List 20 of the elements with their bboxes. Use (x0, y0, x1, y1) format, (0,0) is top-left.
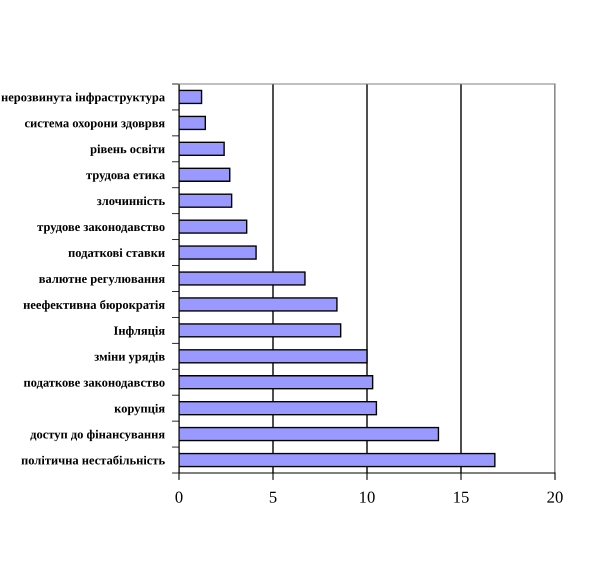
y-tick-label: податкові ставки (68, 248, 165, 260)
y-tick-label: валютне регулювання (39, 276, 165, 286)
y-tick-label: Інфляція (114, 326, 165, 338)
x-tick-label: 20 (547, 492, 563, 503)
x-tick-label: 5 (270, 492, 277, 503)
y-tick-label: податкове законодавство (24, 380, 165, 389)
y-tick-label: рівень освіти (90, 144, 165, 156)
y-tick-label: злочинність (96, 196, 165, 206)
y-tick-label: зміни урядів (94, 352, 165, 364)
y-tick-label: корупція (114, 404, 165, 416)
y-tick-label: система охорони здоврвя (24, 121, 165, 130)
x-tick-label: 0 (175, 492, 183, 503)
y-tick-label: нерозвинута інфраструктура (1, 92, 165, 104)
y-tick-label: доступ до фінансування (30, 430, 165, 442)
y-tick-label: трудове законодавство (37, 225, 165, 234)
x-tick-label: 15 (454, 492, 469, 503)
y-tick-label: неефективна бюрократія (23, 300, 165, 312)
y-tick-label: політична нестабільність (21, 455, 165, 464)
x-tick-label: 10 (360, 492, 375, 503)
y-tick-label: трудова етика (86, 173, 165, 182)
